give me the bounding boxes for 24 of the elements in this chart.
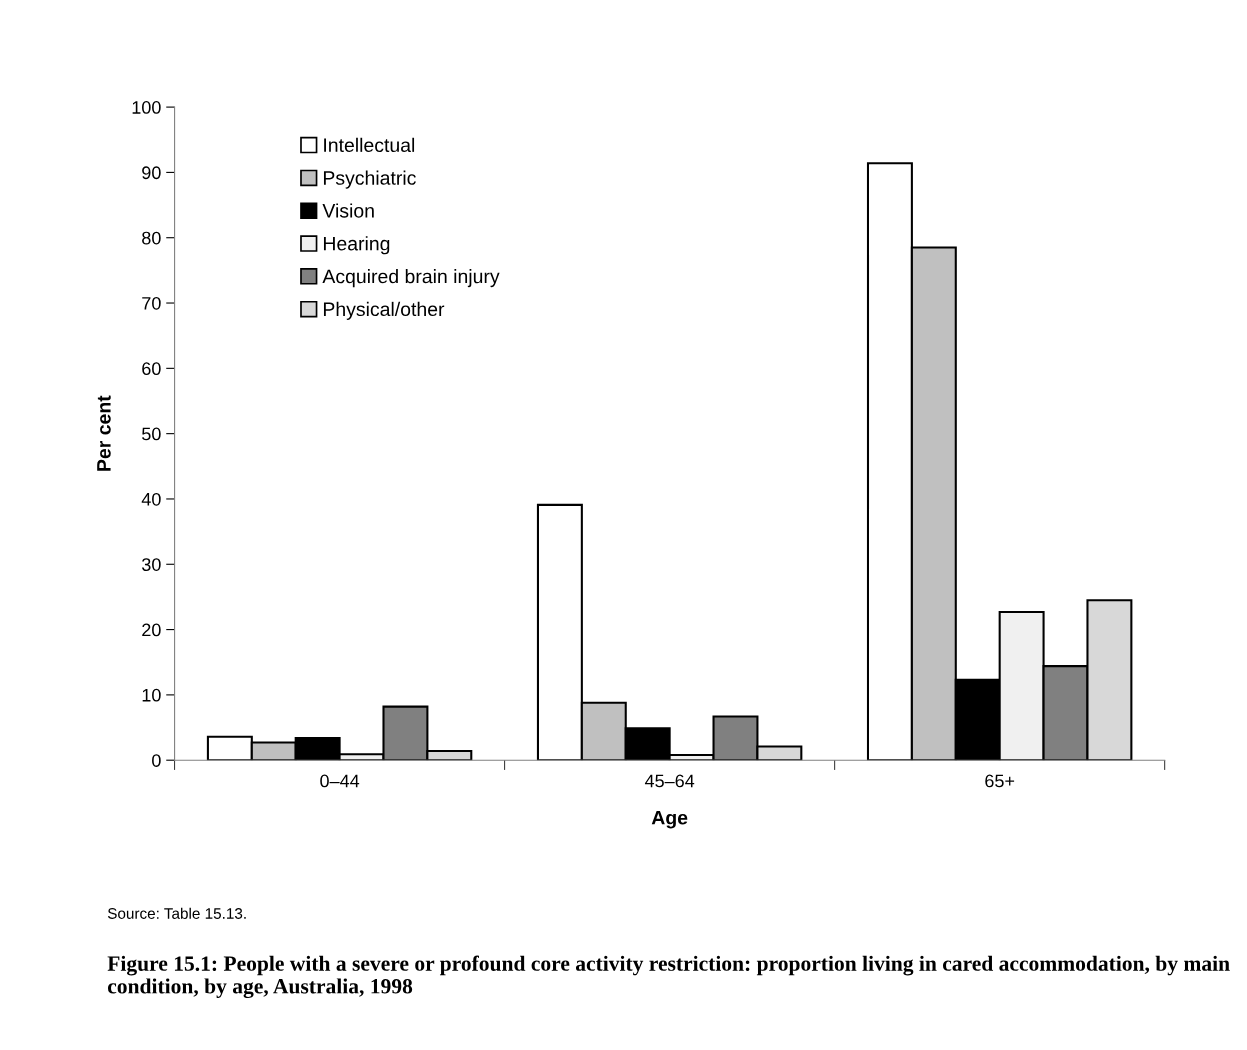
y-tick-label: 10 — [142, 688, 161, 702]
x-tick-label: 45–64 — [644, 774, 695, 788]
y-tick-label: 40 — [141, 492, 161, 506]
legend-label: Acquired brain injury — [322, 269, 500, 288]
x-axis-title: Age — [651, 810, 688, 829]
y-tick-label: 50 — [142, 427, 161, 441]
y-tick-label: 90 — [142, 166, 161, 180]
y-tick-label: 0 — [152, 754, 161, 767]
legend-label: Hearing — [323, 236, 390, 255]
y-tick-label: 100 — [132, 101, 161, 114]
x-tick-label: 65+ — [985, 774, 1015, 788]
y-tick-label: 60 — [142, 362, 161, 376]
y-axis-title: Per cent — [97, 395, 111, 471]
y-tick-label: 80 — [142, 231, 161, 245]
legend-label: Vision — [322, 203, 374, 218]
legend-label: Intellectual — [324, 137, 415, 153]
x-tick-label: 0–44 — [320, 774, 360, 788]
legend-label: Psychiatric — [323, 170, 416, 189]
source-note: Source: Table 15.13. — [107, 907, 246, 919]
y-tick-label: 20 — [142, 623, 161, 637]
text: Figure 15.1: People with a severe or profound core activity restriction: proportion living in cared accommodation, by main condition, by age, Australia, 1998 — [107, 955, 1230, 999]
legend-label: Physical/other — [323, 301, 445, 320]
y-tick-label: 30 — [141, 558, 161, 571]
y-tick-label: 70 — [142, 296, 161, 310]
